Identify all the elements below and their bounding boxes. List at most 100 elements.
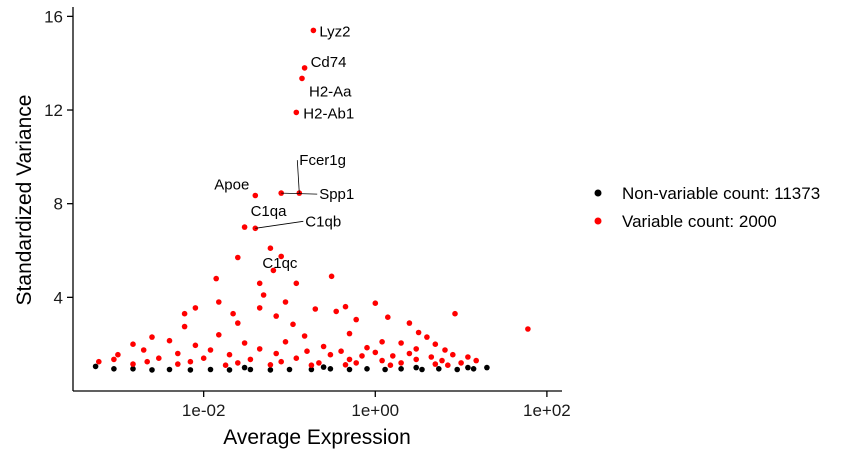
variable-point-28 (273, 313, 280, 319)
variable-point-64 (175, 350, 181, 357)
variable-point-78 (379, 357, 385, 364)
variable-point-85 (235, 360, 241, 366)
label-connectors (255, 160, 318, 229)
nonvariable-point-19 (454, 366, 461, 373)
variable-point-67 (327, 351, 334, 358)
nonvariable-point-13 (346, 366, 353, 373)
variable-point-99 (445, 362, 451, 369)
variable-point-16 (328, 273, 335, 280)
x-axis-title: Average Expression (223, 426, 411, 449)
gene-label: C1qc (262, 255, 298, 272)
variable-point-59 (338, 348, 344, 355)
variable-point-74 (200, 355, 207, 362)
variable-point-2 (299, 75, 305, 82)
gene-label: C1qa (251, 203, 288, 220)
variable-point-56 (207, 347, 214, 353)
variable-point-34 (235, 320, 241, 326)
variable-point-44 (241, 340, 248, 346)
nonvariable-point-21 (484, 364, 490, 371)
nonvariable-point-0 (92, 363, 99, 370)
variable-point-72 (111, 356, 117, 363)
variable-point-70 (428, 354, 435, 360)
nonvariable-point-15 (382, 366, 388, 373)
nonvariable-point-3 (149, 367, 155, 373)
variable-point-79 (413, 356, 420, 363)
legend-label: Variable count: 2000 (622, 212, 777, 231)
variable-point-3 (293, 109, 300, 116)
variable-point-18 (256, 305, 263, 311)
variable-point-63 (115, 351, 121, 358)
nonvariable-point-16 (398, 366, 404, 372)
variable-point-77 (346, 356, 353, 363)
variable-point-92 (130, 361, 136, 367)
variable-point-81 (473, 357, 480, 364)
y-tick-label: 12 (44, 101, 63, 120)
variable-point-76 (293, 355, 300, 362)
gene-label: Fcer1g (299, 152, 346, 169)
nonvariable-point-8 (247, 366, 254, 373)
variable-point-45 (282, 339, 289, 345)
x-axis-ticks: 1e-02 1e+00 1e+02 (182, 391, 571, 420)
variable-point-40 (301, 333, 308, 339)
label-connector (281, 192, 318, 195)
variable-point-75 (247, 356, 254, 363)
legend: Non-variable count: 11373 Variable count:… (594, 184, 820, 231)
variable-point-9 (267, 245, 274, 251)
variable-point-30 (385, 314, 391, 321)
variable-point-0 (310, 27, 317, 34)
variable-point-38 (149, 334, 155, 340)
variable-point-83 (144, 358, 150, 365)
variable-point-58 (304, 348, 310, 355)
variable-point-53 (413, 346, 420, 352)
y-axis-title: Standardized Variance (13, 95, 36, 306)
variable-point-48 (432, 341, 439, 348)
variable-point-25 (333, 308, 340, 315)
variable-point-17 (260, 292, 267, 298)
variable-point-91 (458, 360, 464, 366)
variable-point-60 (372, 349, 379, 356)
nonvariable-point-5 (187, 367, 194, 373)
variable-point-55 (140, 347, 147, 353)
variable-point-94 (222, 362, 229, 369)
variable-point-22 (192, 305, 199, 311)
variable-point-49 (130, 341, 136, 348)
nonvariable-point-9 (267, 367, 274, 373)
variable-point-89 (398, 360, 404, 366)
variable-point-26 (181, 310, 188, 317)
variable-point-69 (390, 353, 396, 359)
variable-point-97 (342, 362, 349, 368)
variable-point-73 (156, 355, 162, 362)
variable-point-84 (187, 358, 194, 365)
variable-point-71 (465, 354, 471, 360)
gene-label: H2-Ab1 (303, 105, 354, 122)
gene-label: Lyz2 (319, 23, 350, 40)
nonvariable-point-25 (465, 364, 471, 371)
variable-point-68 (359, 353, 365, 359)
nonvariable-point-24 (413, 364, 420, 371)
nonvariable-point-10 (286, 366, 293, 373)
y-axis-ticks: 4 8 12 16 (44, 7, 73, 307)
variable-point-37 (525, 326, 531, 332)
nonvariable-point-1 (111, 366, 117, 372)
legend-marker (594, 217, 602, 225)
variable-point-36 (415, 329, 422, 336)
variable-point-21 (372, 300, 379, 307)
x-tick-label: 1e+00 (351, 401, 399, 420)
label-connector (296, 160, 300, 194)
nonvariable-point-11 (308, 366, 315, 373)
variable-point-39 (216, 332, 222, 338)
variable-point-95 (267, 362, 274, 368)
legend-label: Non-variable count: 11373 (622, 184, 820, 203)
variable-point-32 (406, 320, 413, 326)
nonvariable-point-6 (207, 366, 214, 373)
variable-point-46 (379, 339, 385, 345)
variable-point-7 (241, 224, 248, 230)
gene-label: H2-Aa (309, 83, 352, 100)
variable-point-6 (252, 192, 259, 199)
nonvariable-point-14 (364, 366, 370, 372)
variable-point-19 (216, 299, 222, 305)
variable-point-31 (452, 310, 458, 317)
nonvariable-point-18 (436, 366, 442, 372)
gene-label: Cd74 (311, 54, 347, 71)
